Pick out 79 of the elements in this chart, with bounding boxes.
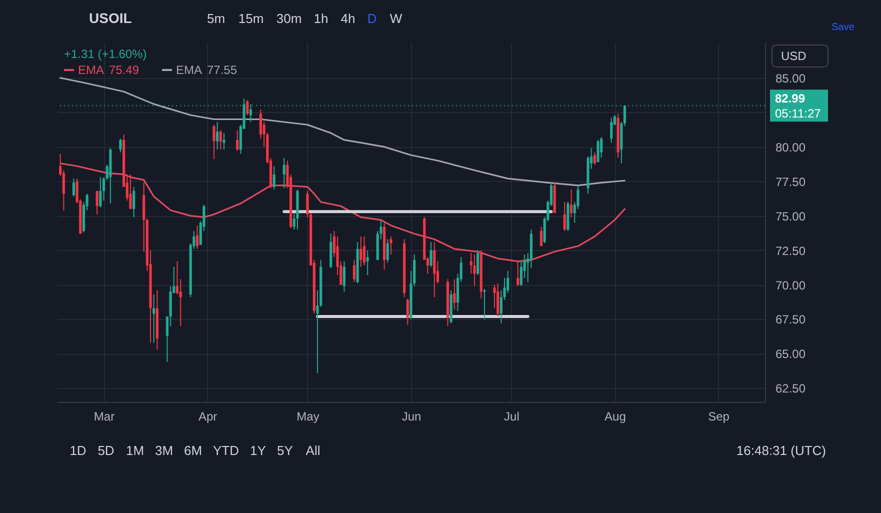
text: 1h: [314, 11, 328, 26]
x-tick-label: Jul: [504, 410, 520, 424]
text: 1D: [70, 443, 86, 458]
candlestick: [179, 278, 182, 327]
candlestick: [433, 242, 436, 298]
candlestick: [212, 124, 216, 160]
x-tick-label: Mar: [94, 410, 115, 424]
candlestick: [570, 189, 573, 218]
y-tick-label: 77.50: [776, 174, 806, 189]
text: 5D: [98, 443, 114, 458]
ref-line-label: 82.99: [775, 92, 806, 106]
candlestick: [352, 259, 356, 282]
candlestick: [236, 130, 239, 152]
annotation: 75.49: [109, 63, 140, 77]
candlestick: [473, 254, 476, 287]
y-tick-label: 72.50: [776, 244, 806, 258]
candlestick: [216, 122, 219, 150]
text: 16:48:31 (UTC): [736, 443, 826, 458]
text: All: [306, 443, 320, 458]
text: 6M: [184, 443, 202, 458]
text: USD: [781, 49, 807, 63]
text: 1M: [126, 443, 144, 458]
text: 3M: [154, 443, 174, 458]
candlestick: [600, 136, 603, 158]
candlestick: [119, 138, 122, 153]
candlestick: [272, 166, 276, 190]
text: 5Y: [277, 443, 294, 458]
candlestick: [132, 186, 136, 218]
text: 05:11:27: [775, 106, 822, 121]
annotation: +1.31 (+1.60%): [64, 47, 147, 61]
y-tick-label: 75.00: [776, 209, 806, 224]
candlestick: [453, 278, 456, 310]
x-tick-label: Aug: [604, 410, 626, 424]
x-tick-label: Apr: [198, 410, 218, 424]
candlestick: [196, 224, 199, 250]
y-tick-label: 65.00: [776, 347, 806, 362]
y-tick-label: 85.00: [776, 71, 806, 86]
text: 4h: [340, 11, 356, 26]
candlestick: [366, 250, 369, 276]
text: 1Y: [250, 443, 266, 458]
x-tick-label: Jun: [402, 410, 422, 424]
text: D: [367, 11, 377, 26]
candlestick: [282, 157, 286, 189]
candlestick: [129, 174, 132, 210]
candlestick: [496, 282, 500, 317]
annotation: 77.55: [207, 63, 238, 77]
candlestick: [476, 250, 480, 276]
text: 30m: [276, 11, 302, 26]
candlestick: [390, 236, 392, 255]
text: 15m: [238, 11, 264, 26]
candlestick: [593, 152, 596, 166]
candlestick: [222, 132, 226, 150]
candlestick: [152, 294, 156, 344]
text: 5m: [206, 11, 226, 26]
candlestick: [596, 139, 600, 162]
candlestick: [610, 117, 613, 144]
y-tick-label: 80.00: [776, 140, 806, 154]
candlestick: [386, 238, 389, 264]
y-tick-label: 62.50: [776, 382, 806, 396]
text: Save: [832, 22, 855, 33]
legend-label: EMA: [176, 63, 202, 77]
chart-title: USOIL: [89, 10, 132, 26]
candlestick: [563, 202, 566, 232]
text: YTD: [213, 443, 239, 458]
candlestick: [246, 99, 249, 116]
y-tick-label: 67.50: [776, 312, 806, 327]
candlestick: [219, 130, 222, 150]
text: W: [390, 11, 403, 26]
candlestick: [360, 236, 362, 268]
x-tick-label: Sep: [708, 410, 730, 424]
candlestick: [430, 242, 432, 268]
candlestick: [362, 236, 366, 266]
legend-label: EMA: [78, 63, 104, 77]
candlestick: [342, 260, 346, 292]
candlestick: [406, 298, 409, 326]
candlestick: [540, 226, 543, 247]
y-tick-label: 70.00: [776, 278, 806, 292]
x-tick-label: May: [296, 410, 320, 424]
candlestick: [516, 260, 520, 287]
